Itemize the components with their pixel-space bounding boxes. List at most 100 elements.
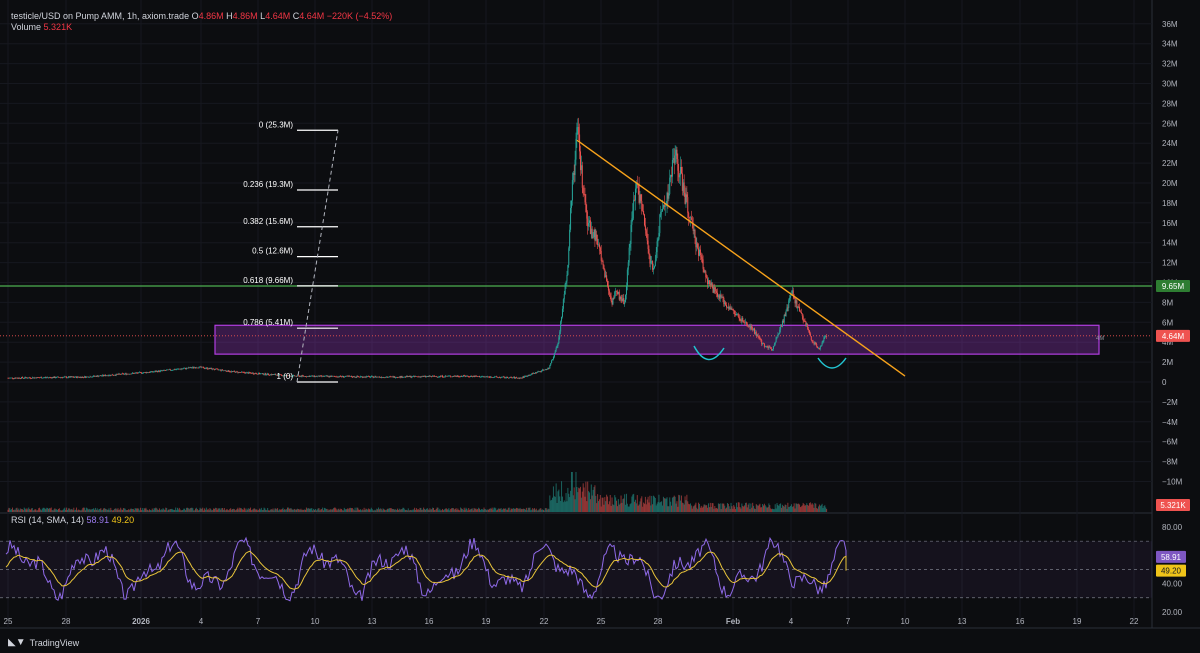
candle-body: [194, 367, 196, 369]
volume-bar: [489, 508, 491, 512]
volume-bar: [705, 505, 707, 512]
volume-bar: [738, 502, 740, 512]
volume-bar: [251, 509, 253, 512]
candle-body: [503, 376, 505, 378]
volume-bar: [714, 506, 716, 512]
volume-bar: [707, 507, 709, 512]
volume-bar: [682, 503, 684, 512]
volume-bar: [175, 507, 177, 512]
candle-body: [616, 291, 618, 294]
volume-bar: [217, 508, 219, 512]
candle-body: [342, 375, 344, 378]
candle-body: [295, 375, 297, 377]
volume-bar: [254, 508, 256, 512]
candle-body: [34, 377, 36, 379]
volume-bar: [42, 507, 44, 512]
candle-body: [724, 302, 726, 305]
candle-body: [215, 368, 217, 370]
volume-bar: [415, 508, 417, 512]
volume-bar: [755, 504, 757, 512]
candle-body: [48, 377, 50, 378]
volume-bar: [377, 509, 379, 512]
volume-bar: [679, 495, 681, 512]
candle-body: [500, 377, 502, 378]
candle-body: [184, 367, 186, 369]
candle-body: [95, 375, 97, 377]
tradingview-brand[interactable]: ◣▼ TradingView: [8, 637, 79, 648]
volume-bar: [302, 509, 304, 512]
rsi-value-tag: 58.91: [1161, 553, 1182, 562]
candle-body: [657, 239, 659, 242]
candle-body: [163, 369, 165, 371]
volume-bar: [126, 510, 128, 512]
candle-body: [813, 342, 815, 345]
volume-bar: [699, 507, 701, 512]
candle-body: [442, 377, 444, 378]
candle-body: [26, 377, 28, 379]
candle-body: [20, 378, 22, 380]
volume-bar: [715, 508, 717, 512]
volume-bar: [320, 509, 322, 512]
candle-body: [761, 339, 763, 345]
candle-body: [365, 376, 367, 378]
volume-bar: [143, 508, 145, 512]
candle-body: [422, 376, 424, 377]
volume-bar: [480, 509, 482, 512]
candle-body: [519, 377, 521, 379]
volume-bar: [466, 508, 468, 512]
time-tick-label: 22: [1130, 617, 1139, 626]
volume-bar: [586, 501, 588, 512]
candle-body: [323, 376, 325, 377]
fib-trend-dashed: [296, 130, 339, 383]
volume-bar: [85, 510, 87, 512]
volume-bar: [323, 507, 325, 512]
candle-body: [794, 298, 796, 304]
candle-body: [433, 375, 435, 377]
volume-bar: [438, 510, 440, 512]
candle-body: [23, 378, 25, 379]
volume-bar: [647, 496, 649, 512]
volume-bar: [327, 510, 329, 512]
volume-bar: [257, 510, 259, 512]
volume-bar: [487, 509, 489, 512]
candle-body: [409, 376, 411, 377]
volume-bar: [488, 508, 490, 512]
volume-bar: [362, 510, 364, 512]
volume-bar: [364, 509, 366, 512]
volume-bar: [61, 510, 63, 512]
candle-body: [561, 316, 563, 322]
candle-body: [25, 377, 27, 378]
candle-body: [16, 377, 18, 379]
volume-bar: [629, 504, 631, 512]
candle-body: [333, 376, 335, 377]
candle-body: [375, 376, 377, 378]
candle-body: [296, 375, 298, 377]
volume-bar: [500, 508, 502, 512]
candle-body: [121, 373, 123, 375]
candle-body: [356, 376, 358, 378]
volume-bar: [168, 509, 170, 512]
candle-body: [587, 218, 589, 227]
candle-body: [654, 260, 656, 267]
volume-bar: [607, 504, 609, 512]
volume-bar: [79, 510, 81, 512]
volume-bar: [155, 507, 157, 512]
candle-body: [467, 375, 469, 377]
volume-bar: [57, 508, 59, 512]
volume-bar: [84, 507, 86, 512]
volume-bar: [732, 508, 734, 512]
candle-body: [697, 243, 699, 249]
candle-body: [121, 373, 123, 375]
volume-bar: [571, 472, 573, 512]
candle-body: [468, 376, 470, 377]
volume-bar: [825, 507, 827, 512]
volume-bar: [645, 504, 647, 512]
volume-bar: [269, 509, 271, 512]
candle-body: [668, 193, 670, 199]
volume-bar: [664, 498, 666, 512]
candle-body: [415, 376, 417, 377]
candle-body: [666, 192, 668, 206]
candle-body: [269, 374, 271, 376]
volume-bar: [351, 508, 353, 512]
